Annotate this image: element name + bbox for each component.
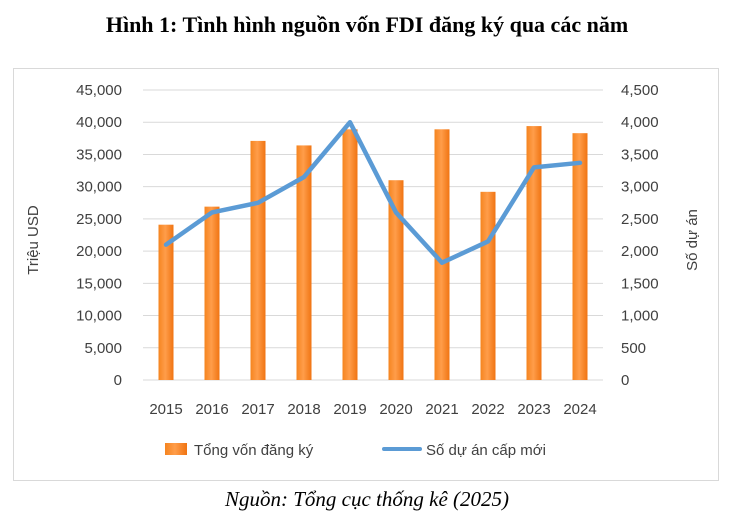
bar [572,133,588,380]
line-point [165,244,167,246]
line-point [579,162,581,164]
legend-bar-swatch [165,443,187,455]
y2-tick-label: 1,500 [621,275,659,292]
y2-tick-label: 2,000 [621,243,659,260]
line-point [349,121,351,123]
y-tick-label: 25,000 [76,211,122,228]
y-tick-label: 30,000 [76,179,122,196]
chart-frame [13,68,719,481]
x-tick-label: 2015 [149,401,182,418]
chart-title: Hình 1: Tình hình nguồn vốn FDI đăng ký … [105,12,629,37]
line-point [257,202,259,204]
x-tick-label: 2021 [425,401,458,418]
y-tick-label: 15,000 [76,275,122,292]
y2-tick-label: 500 [621,340,646,357]
legend: Tổng vốn đăng ký Số dự án cấp mới [165,442,546,459]
bars [158,126,588,380]
source-note: Nguồn: Tổng cục thống kê (2025) [224,487,510,511]
line-point [441,262,443,264]
y-tick-label: 0 [114,372,122,389]
y2-tick-label: 3,000 [621,179,659,196]
line-path [163,119,583,265]
axis-ticks: 0 5,000 10,000 15,000 20,000 25,000 30,000 35,0… [76,82,658,418]
y2-axis-title: Số dự án [684,209,701,271]
y-tick-label: 45,000 [76,82,122,99]
line-point [303,176,305,178]
bar [250,140,266,380]
y-axis-title: Triệu USD [25,205,42,275]
gridlines [143,89,603,381]
x-tick-label: 2020 [379,401,412,418]
x-tick-label: 2016 [195,401,228,418]
line-point [211,211,213,213]
x-tick-label: 2022 [471,401,504,418]
bar [480,191,496,380]
line-series [163,119,583,265]
bar [296,145,312,380]
y2-tick-label: 1,000 [621,308,659,325]
y2-tick-label: 3,500 [621,146,659,163]
y-tick-label: 20,000 [76,243,122,260]
y2-tick-label: 2,500 [621,211,659,228]
line-point [395,211,397,213]
x-tick-label: 2018 [287,401,320,418]
x-tick-label: 2019 [333,401,366,418]
y-tick-label: 10,000 [76,308,122,325]
y2-tick-label: 0 [621,372,629,389]
x-tick-label: 2024 [563,401,596,418]
y-tick-label: 5,000 [84,340,122,357]
line-point [487,240,489,242]
x-tick-label: 2017 [241,401,274,418]
bar [526,126,542,380]
bar [204,206,220,380]
line-point [533,166,535,168]
bar [158,224,174,380]
x-tick-label: 2023 [517,401,550,418]
y-tick-label: 35,000 [76,146,122,163]
legend-bar-label: Tổng vốn đăng ký [194,442,314,459]
bar [342,129,358,380]
y2-tick-label: 4,500 [621,82,659,99]
bar [388,180,404,380]
legend-line-label: Số dự án cấp mới [426,442,546,459]
y-tick-label: 40,000 [76,114,122,131]
bar [434,129,450,380]
y2-tick-label: 4,000 [621,114,659,131]
